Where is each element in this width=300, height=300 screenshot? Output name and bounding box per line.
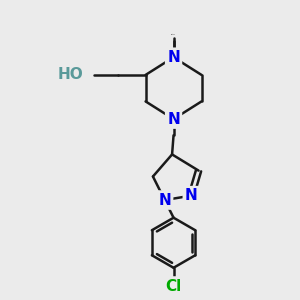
Text: N: N: [167, 112, 180, 127]
Text: N: N: [167, 50, 180, 65]
Text: HO: HO: [58, 68, 84, 82]
Text: Cl: Cl: [165, 278, 182, 293]
Text: methyl: methyl: [171, 33, 176, 34]
Text: N: N: [185, 188, 198, 203]
Text: N: N: [158, 193, 171, 208]
